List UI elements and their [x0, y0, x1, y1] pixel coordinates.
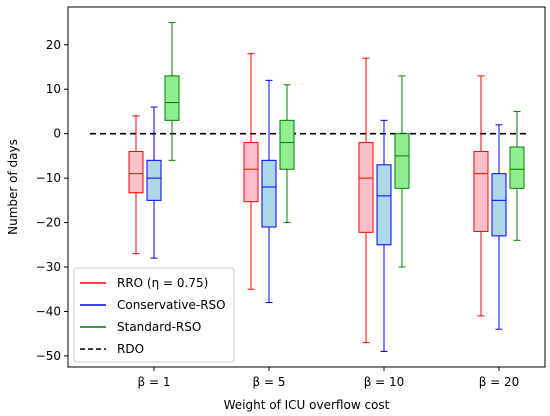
chart-marks: [90, 22, 528, 352]
iqr-box: [376, 164, 392, 246]
legend-label-rro: RRO (η = 0.75): [117, 276, 208, 290]
box-conservative-rso: [491, 124, 507, 330]
x-axis: β = 1 β = 5 β = 10 β = 20: [138, 367, 520, 389]
box-standard-rso: [394, 75, 410, 268]
x-tick-label: β = 5: [253, 375, 286, 389]
y-tick-label: −40: [36, 304, 61, 318]
legend-label-standard-rso: Standard-RSO: [117, 320, 201, 334]
legend: RRO (η = 0.75) Conservative-RSO Standard…: [73, 267, 235, 363]
box-rro-0-75: [473, 75, 489, 317]
box-rro-0-75: [243, 53, 259, 290]
iqr-box: [261, 159, 277, 228]
iqr-box: [473, 150, 489, 232]
y-tick-label: −30: [36, 260, 61, 274]
y-tick-label: −20: [36, 216, 61, 230]
y-tick-label: −10: [36, 171, 61, 185]
y-tick-label: 0: [53, 127, 61, 141]
iqr-box: [394, 133, 410, 189]
box-standard-rso: [279, 84, 295, 224]
x-axis-title: Weight of ICU overflow cost: [224, 398, 390, 412]
iqr-box: [164, 75, 180, 121]
box-conservative-rso: [146, 106, 162, 259]
iqr-box: [279, 119, 295, 170]
y-axis-title: Number of days: [6, 139, 20, 235]
y-tick-label: 20: [46, 38, 61, 52]
iqr-box: [243, 142, 259, 203]
box-conservative-rso: [261, 79, 277, 304]
legend-label-conservative-rso: Conservative-RSO: [117, 298, 226, 312]
iqr-box: [358, 142, 374, 233]
plot-frame: [67, 6, 546, 368]
y-axis: 20 10 0 −10 −20 −30 −40 −50: [36, 38, 68, 363]
x-tick-label: β = 20: [479, 375, 520, 389]
x-tick-label: β = 1: [138, 375, 171, 389]
box-rro-0-75: [358, 57, 374, 344]
legend-box: [73, 267, 235, 363]
iqr-box: [146, 159, 162, 201]
y-tick-label: 10: [46, 82, 61, 96]
x-tick-label: β = 10: [364, 375, 405, 389]
box-rro-0-75: [128, 115, 144, 255]
box-standard-rso: [164, 22, 180, 161]
iqr-box: [509, 146, 525, 189]
y-tick-label: −50: [36, 349, 61, 363]
box-conservative-rso: [376, 119, 392, 352]
iqr-box: [128, 150, 144, 194]
box-standard-rso: [509, 110, 525, 241]
iqr-box: [491, 173, 507, 237]
legend-label-rdo: RDO: [117, 342, 144, 356]
